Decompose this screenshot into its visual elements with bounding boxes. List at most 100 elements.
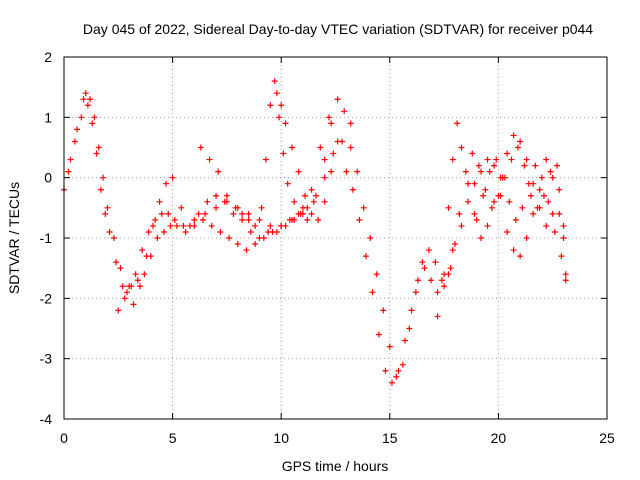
data-point: [167, 222, 174, 229]
data-point: [325, 114, 332, 121]
data-point: [93, 150, 100, 157]
axis-ticks: [63, 56, 608, 420]
data-point: [441, 283, 448, 290]
data-point: [232, 204, 239, 211]
data-point: [145, 228, 152, 235]
data-point: [328, 120, 335, 127]
data-point: [128, 283, 135, 290]
data-point: [154, 235, 161, 241]
data-point: [304, 204, 311, 211]
data-point: [289, 144, 296, 151]
data-point: [491, 162, 498, 169]
data-point: [419, 259, 426, 266]
data-point: [291, 198, 298, 205]
y-tick-label: 1: [44, 109, 52, 125]
data-point: [469, 150, 476, 157]
y-tick-label: -3: [40, 351, 53, 367]
y-tick-label: 0: [44, 170, 52, 186]
data-point: [510, 247, 517, 254]
data-point: [380, 307, 387, 314]
data-point: [89, 120, 96, 127]
data-point: [454, 120, 461, 127]
data-point: [139, 247, 146, 254]
data-point: [78, 114, 85, 121]
data-point: [169, 174, 176, 181]
data-point: [106, 228, 113, 235]
data-point: [373, 271, 380, 278]
data-points: [61, 78, 569, 386]
data-point: [560, 235, 567, 241]
data-point: [432, 259, 439, 266]
data-point: [110, 235, 117, 241]
data-point: [221, 198, 228, 205]
data-point: [499, 174, 506, 181]
data-point: [276, 114, 283, 121]
data-point: [113, 259, 120, 266]
data-point: [132, 271, 139, 278]
data-point: [284, 180, 291, 187]
series-track-c: [115, 120, 354, 314]
data-point: [549, 174, 556, 181]
data-point: [356, 216, 363, 223]
data-point: [245, 216, 252, 223]
series-track-e: [273, 90, 348, 223]
data-point: [226, 235, 233, 241]
data-point: [321, 174, 328, 181]
chart-title: Day 045 of 2022, Sidereal Day-to-day VTE…: [83, 21, 593, 37]
data-point: [121, 295, 128, 302]
data-point: [519, 204, 526, 211]
data-point: [74, 126, 81, 133]
data-point: [508, 156, 515, 163]
data-point: [286, 216, 293, 223]
data-point: [441, 271, 448, 278]
data-point: [510, 132, 517, 139]
data-point: [102, 210, 109, 217]
data-point: [486, 168, 493, 175]
data-point: [536, 186, 543, 193]
data-point: [152, 216, 159, 223]
data-point: [517, 253, 524, 260]
data-point: [471, 210, 478, 217]
data-point: [334, 96, 341, 103]
x-tick-label: 20: [491, 430, 507, 446]
data-point: [282, 120, 289, 127]
data-point: [545, 198, 552, 205]
data-point: [369, 289, 376, 296]
series-track-d: [197, 78, 311, 229]
data-point: [215, 168, 222, 175]
data-point: [360, 204, 367, 211]
data-point: [527, 192, 534, 199]
data-point: [556, 210, 563, 217]
data-point: [343, 168, 350, 175]
data-point: [347, 144, 354, 151]
data-point: [558, 253, 565, 260]
data-point: [273, 90, 280, 97]
x-tick-label: 25: [599, 430, 615, 446]
data-point: [160, 228, 167, 235]
series-track-a: [61, 96, 335, 290]
data-point: [97, 186, 104, 193]
data-point: [506, 198, 513, 205]
data-point: [295, 168, 302, 175]
data-point: [512, 216, 519, 223]
data-point: [239, 210, 246, 217]
tick-labels: 0 5 10 15 20 25 -4 -3 -2 -1 0 1 2: [40, 49, 615, 446]
data-point: [480, 192, 487, 199]
data-point: [488, 204, 495, 211]
data-point: [547, 168, 554, 175]
data-point: [560, 222, 567, 229]
data-point: [130, 301, 137, 308]
data-point: [462, 168, 469, 175]
data-point: [308, 186, 315, 193]
data-point: [171, 216, 178, 223]
data-point: [514, 144, 521, 151]
data-point: [321, 198, 328, 205]
data-point: [197, 144, 204, 151]
data-point: [473, 216, 480, 223]
data-point: [82, 90, 89, 97]
y-axis-label: SDTVAR / TECUs: [6, 182, 22, 294]
data-point: [456, 210, 463, 217]
data-point: [178, 204, 185, 211]
data-point: [217, 228, 224, 235]
data-point: [317, 144, 324, 151]
